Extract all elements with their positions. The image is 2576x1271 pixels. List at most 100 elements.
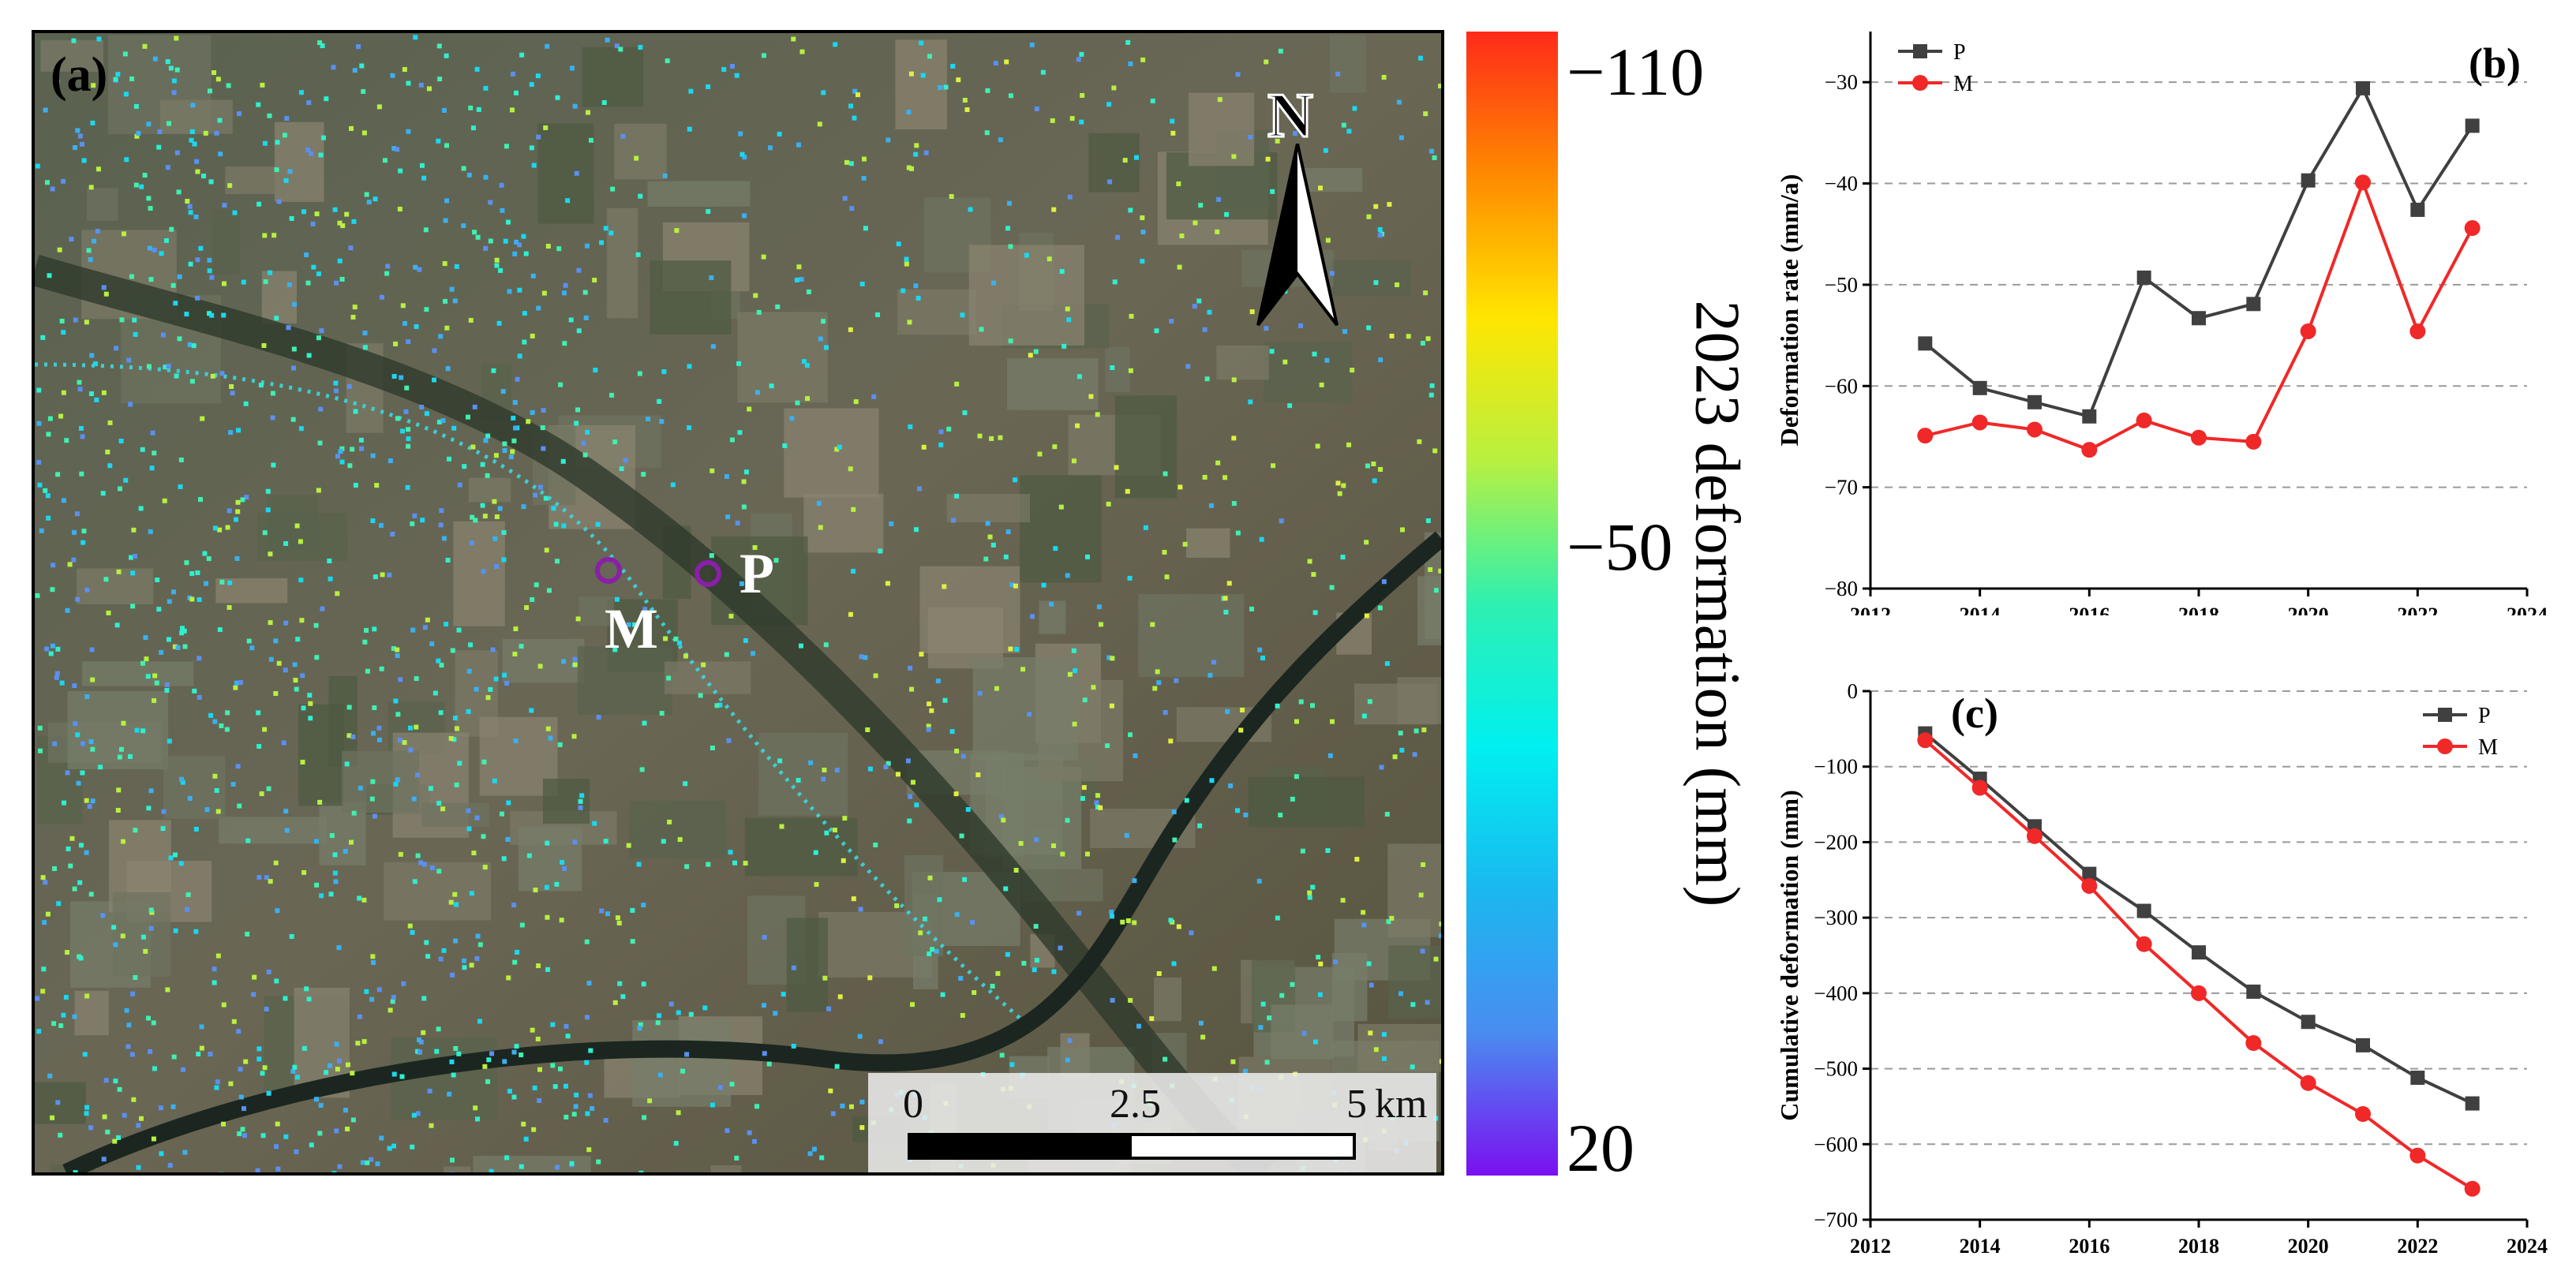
x-tick-label: 2012 <box>1850 604 1891 615</box>
scalebar-tick-0: 0 <box>903 1082 923 1127</box>
point-m-label: M <box>605 597 658 660</box>
series-M-point <box>2081 877 2098 894</box>
north-label: N <box>1267 80 1315 152</box>
series-M-point <box>1971 779 1988 796</box>
y-tick-label: −30 <box>1825 70 1858 94</box>
y-tick-label: −300 <box>1814 906 1858 929</box>
panel-label: (c) <box>1951 690 1998 737</box>
panel-label: (b) <box>2469 39 2521 87</box>
map-image <box>35 33 1441 1172</box>
series-M-point <box>2191 985 2207 1001</box>
point-m-marker <box>595 557 622 584</box>
legend-M-marker <box>1912 75 1928 91</box>
legend-P-marker <box>1913 44 1927 58</box>
series-M-line <box>1924 738 2473 1191</box>
series-P-point <box>2192 311 2206 326</box>
point-p-label: P <box>739 542 774 605</box>
x-tick-label: 2022 <box>2397 1235 2438 1258</box>
series-M-point <box>1917 732 1934 749</box>
y-tick-label: −600 <box>1814 1132 1858 1156</box>
x-tick-label: 2014 <box>1960 1235 2001 1258</box>
y-tick-label: −60 <box>1825 374 1858 398</box>
series-P-point <box>2082 866 2097 881</box>
y-tick-label: −400 <box>1814 981 1858 1005</box>
series-M-point <box>2409 323 2426 339</box>
y-tick-label: −50 <box>1825 273 1858 297</box>
colorbar <box>1466 32 1558 1176</box>
series-P-point <box>2136 903 2151 918</box>
series-M-point <box>2355 174 2371 191</box>
x-tick-label: 2014 <box>1960 604 2001 615</box>
series-P-point <box>2301 1015 2316 1030</box>
legend-M-marker <box>2437 738 2453 754</box>
scalebar: 0 2.5 5 km <box>868 1073 1436 1172</box>
y-tick-label: −40 <box>1825 172 1858 196</box>
scalebar-tick-5: 5 <box>1346 1082 1367 1127</box>
x-tick-label: 2016 <box>2069 604 2110 615</box>
series-P-point <box>2246 984 2261 999</box>
colorbar-tick-top: −110 <box>1567 34 1705 110</box>
series-P-point <box>2410 1071 2425 1086</box>
legend-P-marker <box>2438 708 2452 722</box>
series-M-point <box>2191 429 2207 446</box>
x-tick-label: 2020 <box>2288 604 2329 615</box>
series-M-point <box>2464 1180 2481 1197</box>
series-M-point <box>2245 433 2262 450</box>
colorbar-tick-bottom: 20 <box>1567 1110 1634 1186</box>
series-P-point <box>1972 380 1987 395</box>
series-P-point <box>2246 297 2261 312</box>
series-P-point <box>2465 1096 2480 1111</box>
x-tick-label: 2024 <box>2507 604 2548 615</box>
chart-b-deformation-rate: −30 −40 −50 −60 −70 −80 2012 2014 2016 2018 2020 20… <box>1775 32 2548 615</box>
y-axis-label: Deformation rate (mm/a) <box>1775 174 1803 447</box>
series-M-point <box>2355 1106 2371 1122</box>
series-P-point <box>2410 202 2425 217</box>
series-M-point <box>2136 412 2152 428</box>
series-M-point <box>2136 936 2152 952</box>
y-axis-label: Cumulative deformation (mm) <box>1775 790 1803 1120</box>
series-P-point <box>1918 336 1933 351</box>
series-M-point <box>1971 414 1988 431</box>
x-tick-label: 2022 <box>2397 604 2438 615</box>
scalebar-unit: km <box>1375 1082 1428 1127</box>
scalebar-tick-2-5: 2.5 <box>1110 1082 1161 1127</box>
x-tick-label: 2024 <box>2507 1235 2548 1258</box>
legend-M-label: M <box>2478 735 2498 760</box>
series-P-point <box>2356 80 2370 95</box>
north-arrow-icon <box>1256 144 1339 327</box>
y-tick-label: −500 <box>1814 1057 1858 1081</box>
north-arrow: N <box>1250 80 1361 327</box>
y-tick-label: −80 <box>1825 577 1858 600</box>
series-M-point <box>2409 1147 2426 1164</box>
series-P-point <box>2027 394 2042 409</box>
point-p-marker <box>695 560 721 587</box>
y-tick-label: −100 <box>1814 755 1858 779</box>
x-tick-label: 2018 <box>2178 604 2219 615</box>
series-M-point <box>2464 220 2481 237</box>
panel-label-a: (a) <box>51 48 108 102</box>
series-M-point <box>2300 323 2316 339</box>
series-P-point <box>2356 1037 2370 1052</box>
series-M-point <box>2027 421 2042 438</box>
y-tick-label: 0 <box>1848 679 1859 703</box>
ps-points <box>35 35 1441 1172</box>
series-P-point <box>2136 270 2151 285</box>
colorbar-title: 2023 deformation (mm) <box>1682 300 1752 907</box>
legend-M-label: M <box>1953 72 1973 96</box>
series-P-point <box>2192 945 2206 960</box>
deformation-map: (a) N M P 0 2.5 5 km <box>32 30 1444 1176</box>
series-M-point <box>2081 442 2098 458</box>
series-M-point <box>2245 1035 2262 1052</box>
y-tick-label: −200 <box>1814 830 1858 854</box>
series-M-point <box>2027 828 2042 844</box>
chart-c-cumulative-deformation: 0 −100 −200 −300 −400 −500 −600 −700 2012 2014 201… <box>1775 679 2548 1258</box>
series-M-point <box>1917 428 1934 444</box>
x-tick-label: 2020 <box>2288 1235 2329 1258</box>
series-P-point <box>2082 409 2097 424</box>
legend-P-label: P <box>1953 40 1966 65</box>
series-P-point <box>2465 118 2480 133</box>
scalebar-bar <box>908 1133 1356 1160</box>
x-tick-label: 2012 <box>1850 1235 1891 1258</box>
series-P-point <box>2301 173 2316 188</box>
y-tick-label: −700 <box>1814 1208 1858 1232</box>
